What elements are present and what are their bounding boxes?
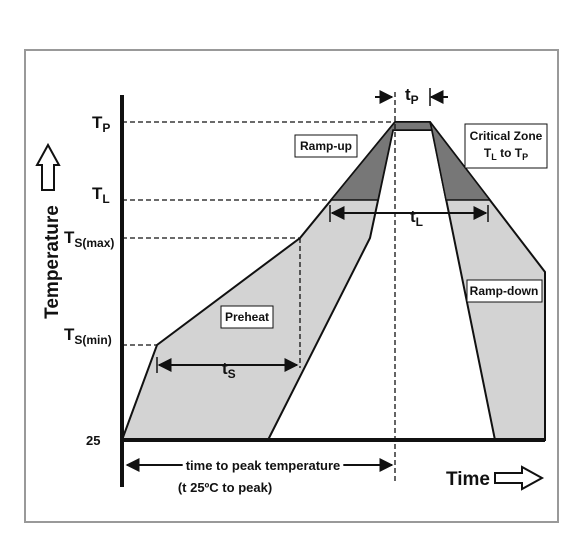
label-main: T (64, 228, 75, 247)
label-sub: S (228, 367, 236, 381)
critical-right (429, 121, 492, 201)
label-sub: L (491, 152, 497, 162)
label-sub: S(max) (74, 236, 114, 250)
region-label: Ramp-down (470, 284, 539, 298)
x-axis-title: Time (446, 469, 490, 490)
label-main: T (92, 113, 103, 132)
label-main: T (484, 146, 492, 160)
duration-label: tS (222, 359, 236, 381)
label-sub: P (102, 121, 110, 135)
time-to-peak-label: (t 25ºC to peak) (178, 480, 272, 495)
time-to-peak-label: time to peak temperature (186, 458, 341, 473)
label-sub: L (102, 192, 109, 206)
region-label: Critical Zone (470, 129, 543, 143)
label-background (182, 458, 344, 473)
label-main: t (222, 359, 228, 378)
y-label: TL (92, 184, 110, 206)
label-main: t (410, 207, 416, 226)
y-label: TS(min) (64, 325, 112, 347)
duration-label: tL (410, 207, 423, 229)
region-label: Ramp-up (300, 139, 352, 153)
label-box (294, 134, 358, 158)
label-sub: S(min) (74, 333, 111, 347)
y-axis-title: Temperature (42, 205, 63, 319)
label-sub: P (411, 93, 419, 107)
label-main: to T (497, 146, 523, 160)
y-label: TP (92, 113, 110, 135)
label-main: T (92, 184, 103, 203)
label-main: 25 (86, 433, 100, 448)
label-main: t (405, 85, 411, 104)
y-label: 25 (86, 433, 100, 448)
time-arrow (494, 465, 545, 491)
label-main: T (64, 325, 75, 344)
label-box (466, 279, 543, 303)
region-label: Preheat (225, 310, 269, 324)
label-box (220, 305, 274, 329)
label-sub: L (416, 215, 423, 229)
temperature-arrow (35, 142, 61, 191)
label-box (464, 123, 548, 169)
label-sub: P (522, 152, 528, 162)
y-label: TS(max) (64, 228, 114, 250)
duration-label: tP (405, 85, 419, 107)
region-sublabel: TL to TP (484, 146, 528, 162)
